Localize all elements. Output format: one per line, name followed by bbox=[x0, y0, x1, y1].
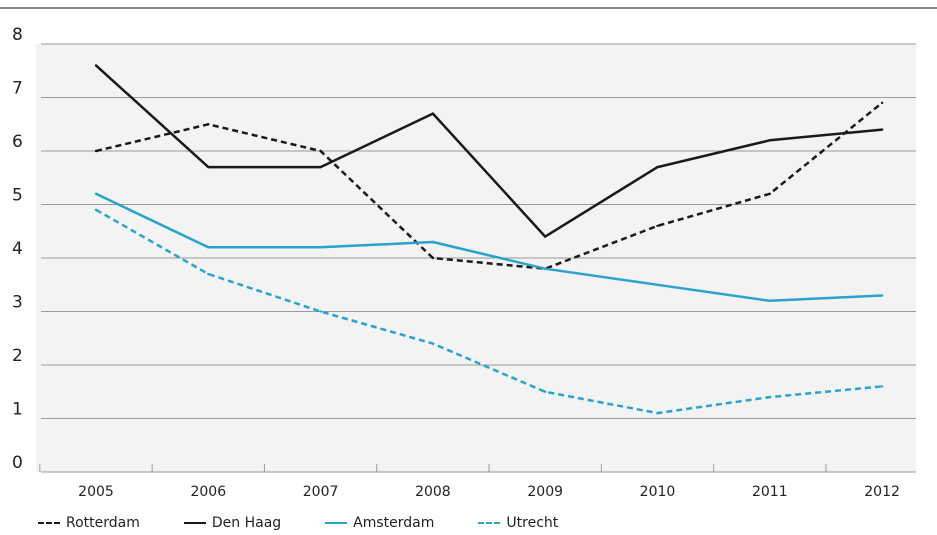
data-point-utrecht-2005 bbox=[94, 208, 98, 212]
gridlines bbox=[41, 43, 916, 419]
data-point-rotterdam-2006 bbox=[207, 123, 210, 126]
data-point-rotterdam-2007 bbox=[319, 149, 322, 153]
data-point-amsterdam-2005 bbox=[94, 192, 98, 195]
data-point-amsterdam-2006 bbox=[207, 246, 210, 249]
legend-swatch-rotterdam bbox=[38, 522, 60, 524]
legend-label-amsterdam: Amsterdam bbox=[353, 515, 435, 531]
x-tick-label-2007: 2007 bbox=[303, 484, 339, 500]
line-chart: 2005 2006 2007 2008 2009 2010 2011 2012 0 1 2 3 4 5 6… bbox=[0, 7, 937, 500]
legend-item-den-haag: Den Haag bbox=[183, 515, 282, 531]
legend-label-rotterdam: Rotterdam bbox=[66, 515, 140, 531]
legend-swatch-utrecht bbox=[478, 522, 501, 524]
data-point-amsterdam-2007 bbox=[319, 246, 322, 249]
data-point-rotterdam-2005 bbox=[94, 149, 98, 153]
data-point-rotterdam-2010 bbox=[656, 224, 659, 228]
y-axis: 0 1 2 3 4 5 6 7 8 bbox=[12, 25, 23, 473]
x-axis: 2005 2006 2007 2008 2009 2010 2011 2012 bbox=[39, 464, 916, 500]
data-point-utrecht-2007 bbox=[319, 310, 322, 313]
series-line-rotterdam bbox=[95, 101, 883, 270]
x-tick-label-2009: 2009 bbox=[527, 484, 563, 500]
data-point-utrecht-2009 bbox=[544, 390, 547, 393]
data-point-amsterdam-2010 bbox=[656, 283, 659, 286]
y-tick-label-8: 8 bbox=[12, 25, 23, 45]
legend-item-amsterdam: Amsterdam bbox=[325, 515, 434, 531]
data-point-utrecht-2012 bbox=[880, 385, 884, 388]
data-point-den-haag-2006 bbox=[207, 165, 210, 169]
y-tick-label-2: 2 bbox=[12, 346, 23, 366]
legend-label-den-haag: Den Haag bbox=[211, 515, 282, 531]
data-point-utrecht-2011 bbox=[768, 395, 771, 399]
data-point-amsterdam-2012 bbox=[880, 294, 884, 297]
data-point-den-haag-2010 bbox=[656, 165, 659, 169]
x-tick-label-2012: 2012 bbox=[864, 484, 900, 500]
legend: Rotterdam Den Haag Amsterdam Utrecht bbox=[38, 513, 602, 533]
series-line-den-haag bbox=[95, 64, 883, 238]
data-point-den-haag-2009 bbox=[544, 235, 547, 238]
y-tick-label-1: 1 bbox=[12, 400, 23, 420]
data-point-amsterdam-2009 bbox=[544, 267, 547, 270]
data-point-den-haag-2007 bbox=[319, 165, 322, 169]
y-tick-label-0: 0 bbox=[12, 453, 23, 473]
x-tick-label-2006: 2006 bbox=[190, 484, 226, 500]
y-tick-label-7: 7 bbox=[12, 79, 23, 99]
data-point-rotterdam-2012 bbox=[880, 101, 884, 105]
y-tick-label-6: 6 bbox=[12, 132, 23, 152]
legend-item-rotterdam: Rotterdam bbox=[38, 515, 140, 531]
x-tick-label-2011: 2011 bbox=[752, 484, 788, 500]
data-point-utrecht-2006 bbox=[207, 272, 210, 276]
y-tick-label-3: 3 bbox=[12, 293, 23, 313]
data-point-den-haag-2005 bbox=[94, 64, 98, 67]
series-line-utrecht bbox=[95, 208, 883, 415]
data-point-amsterdam-2011 bbox=[768, 299, 771, 302]
series-line-amsterdam bbox=[95, 192, 883, 303]
data-point-amsterdam-2008 bbox=[431, 240, 435, 244]
data-point-utrecht-2008 bbox=[431, 342, 435, 345]
legend-swatch-amsterdam bbox=[325, 522, 348, 524]
x-tick-label-2008: 2008 bbox=[415, 484, 451, 500]
data-point-rotterdam-2008 bbox=[431, 256, 435, 260]
data-point-den-haag-2012 bbox=[880, 128, 884, 131]
x-tick-label-2005: 2005 bbox=[78, 484, 114, 500]
legend-swatch-den-haag bbox=[183, 522, 206, 524]
data-point-den-haag-2011 bbox=[768, 139, 771, 142]
y-tick-label-4: 4 bbox=[12, 239, 23, 259]
legend-label-utrecht: Utrecht bbox=[506, 515, 559, 531]
series-lines bbox=[94, 64, 884, 415]
y-tick-label-5: 5 bbox=[12, 186, 23, 206]
legend-item-utrecht: Utrecht bbox=[478, 515, 558, 531]
data-point-utrecht-2010 bbox=[656, 411, 659, 415]
x-tick-label-2010: 2010 bbox=[640, 484, 676, 500]
data-point-rotterdam-2011 bbox=[768, 192, 771, 195]
data-point-den-haag-2008 bbox=[431, 112, 435, 115]
